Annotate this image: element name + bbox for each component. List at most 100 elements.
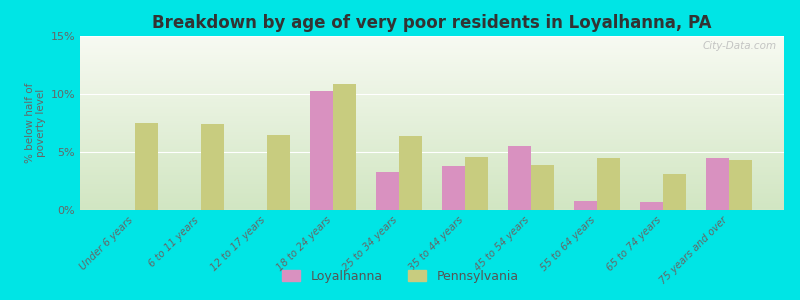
Bar (80, 99, 784, 100)
Bar (333, 84, 356, 210)
Bar (80, 196, 784, 198)
Bar (80, 191, 784, 193)
Bar (80, 40, 784, 41)
Bar (80, 43, 784, 45)
Bar (80, 170, 784, 172)
Bar (80, 132, 784, 134)
Bar (80, 60, 784, 62)
Bar (80, 175, 784, 177)
Bar (80, 118, 784, 119)
Bar (80, 208, 784, 210)
Bar (80, 177, 784, 179)
Bar (80, 193, 784, 194)
Bar (80, 71, 784, 73)
Bar (80, 140, 784, 142)
Bar (80, 160, 784, 161)
Bar (80, 158, 784, 160)
Bar (80, 188, 784, 189)
Bar (80, 173, 784, 175)
Bar (80, 104, 784, 106)
Bar (80, 46, 784, 48)
Bar (80, 97, 784, 99)
Y-axis label: % below half of
poverty level: % below half of poverty level (25, 83, 46, 163)
Bar (80, 184, 784, 186)
Legend: Loyalhanna, Pennsylvania: Loyalhanna, Pennsylvania (277, 265, 523, 288)
Bar (80, 127, 784, 128)
Bar (80, 200, 784, 201)
Bar (80, 62, 784, 64)
Bar (80, 111, 784, 112)
Bar (80, 128, 784, 130)
Bar (80, 137, 784, 139)
Bar (399, 136, 422, 210)
Bar (80, 109, 784, 111)
Bar (80, 147, 784, 149)
Bar (80, 80, 784, 81)
Bar (80, 121, 784, 123)
Bar (465, 157, 488, 210)
Bar (80, 186, 784, 188)
Bar (80, 119, 784, 121)
Bar (80, 86, 784, 88)
Bar (80, 156, 784, 158)
Bar (80, 203, 784, 205)
Bar (574, 201, 597, 210)
Bar (80, 123, 784, 125)
Bar (80, 189, 784, 191)
Bar (80, 66, 784, 67)
Bar (376, 172, 399, 210)
Bar (80, 149, 784, 151)
Bar (310, 91, 333, 210)
Bar (80, 146, 784, 147)
Bar (80, 102, 784, 104)
Bar (80, 139, 784, 140)
Bar (80, 38, 784, 40)
Bar (135, 123, 158, 210)
Bar (80, 194, 784, 196)
Bar (80, 64, 784, 66)
Bar (531, 165, 554, 210)
Bar (80, 182, 784, 184)
Bar (80, 85, 784, 86)
Bar (80, 168, 784, 170)
Bar (80, 90, 784, 92)
Text: City-Data.com: City-Data.com (703, 41, 777, 51)
Bar (80, 206, 784, 208)
Bar (80, 151, 784, 153)
Title: Breakdown by age of very poor residents in Loyalhanna, PA: Breakdown by age of very poor residents … (152, 14, 712, 32)
Bar (706, 158, 729, 210)
Bar (80, 88, 784, 90)
Bar (80, 179, 784, 180)
Bar (80, 57, 784, 58)
Bar (267, 135, 290, 210)
Bar (80, 107, 784, 109)
Bar (640, 202, 663, 210)
Bar (80, 67, 784, 69)
Bar (80, 69, 784, 71)
Bar (80, 106, 784, 107)
Bar (80, 161, 784, 163)
Bar (508, 146, 531, 210)
Bar (80, 114, 784, 116)
Bar (80, 73, 784, 74)
Bar (80, 201, 784, 203)
Bar (80, 76, 784, 78)
Bar (80, 36, 784, 38)
Bar (80, 53, 784, 55)
Bar (80, 50, 784, 52)
Bar (80, 95, 784, 97)
Bar (80, 58, 784, 60)
Bar (80, 45, 784, 46)
Bar (80, 130, 784, 132)
Bar (80, 135, 784, 137)
Bar (80, 92, 784, 93)
Bar (80, 198, 784, 200)
Bar (80, 41, 784, 43)
Bar (80, 81, 784, 83)
Bar (80, 172, 784, 173)
Bar (80, 93, 784, 95)
Bar (80, 52, 784, 53)
Bar (80, 112, 784, 114)
Bar (597, 158, 620, 210)
Bar (80, 153, 784, 154)
